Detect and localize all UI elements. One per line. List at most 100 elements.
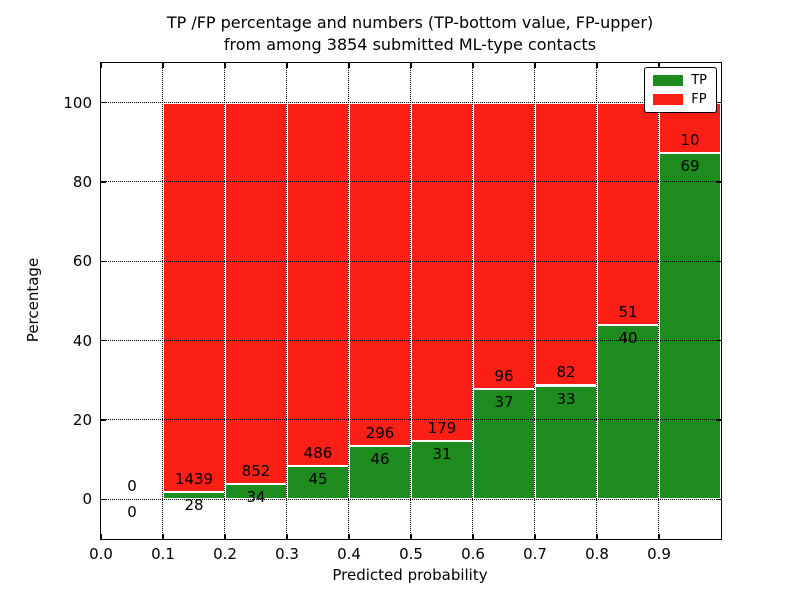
x-tick-mark	[410, 534, 412, 539]
x-tick-mark	[100, 63, 102, 68]
bar-segment-fp	[473, 102, 535, 389]
y-tick-mark	[101, 260, 106, 263]
bar-segment-fp	[411, 102, 473, 441]
x-tick-mark	[658, 63, 660, 68]
gridline-vertical	[410, 63, 412, 539]
x-tick-label: 0.7	[523, 545, 547, 563]
x-tick-mark	[348, 63, 350, 68]
gridline-vertical	[658, 63, 660, 539]
x-tick-mark	[534, 63, 536, 68]
bar-segment-fp	[163, 102, 225, 492]
bar-segment-fp	[349, 102, 411, 446]
bar-value-label-tp: 37	[494, 393, 514, 412]
x-tick-mark	[658, 534, 660, 539]
x-tick-label: 0.8	[585, 545, 609, 563]
legend-item-tp: TP	[653, 74, 707, 87]
y-tick-mark	[716, 181, 721, 183]
x-tick-mark	[596, 63, 598, 68]
bar-value-label-tp: 45	[308, 469, 328, 488]
bar-value-label-fp: 0	[127, 477, 137, 496]
y-tick-mark	[101, 340, 106, 342]
y-tick-mark	[716, 340, 721, 342]
bar-value-label-fp: 51	[618, 302, 638, 321]
y-tick-mark	[716, 102, 721, 104]
x-tick-mark	[162, 63, 164, 68]
x-tick-label: 0.2	[213, 545, 237, 563]
y-tick-label: 100	[63, 93, 92, 112]
legend-swatch-fp-icon	[653, 94, 684, 105]
x-tick-label: 0.1	[151, 545, 175, 563]
y-tick-label: 60	[72, 252, 92, 271]
y-tick-mark	[101, 102, 106, 104]
x-tick-label: 0.3	[275, 545, 299, 563]
x-tick-mark	[596, 534, 598, 539]
gridline-vertical	[596, 63, 598, 539]
bar-value-label-fp: 10	[680, 130, 700, 149]
gridline-vertical	[286, 63, 288, 539]
bar-segment-fp	[597, 102, 659, 325]
bar-value-label-tp: 0	[127, 503, 137, 522]
bar-value-label-tp: 28	[184, 495, 204, 514]
x-tick-label: 0.0	[89, 545, 113, 563]
bar-segment-fp	[535, 102, 597, 386]
gridline-horizontal	[101, 260, 721, 262]
gridline-vertical	[224, 63, 226, 539]
gridline-vertical	[534, 63, 536, 539]
gridline-horizontal	[101, 419, 721, 421]
y-tick-mark	[101, 181, 106, 183]
gridline-horizontal	[101, 101, 721, 103]
y-tick-mark	[101, 419, 106, 421]
bar-value-label-fp: 296	[365, 423, 395, 442]
x-tick-mark	[224, 534, 226, 539]
x-tick-mark	[224, 63, 226, 68]
chart-title-line2: from among 3854 submitted ML-type contac…	[223, 35, 597, 55]
y-tick-label: 20	[72, 411, 92, 429]
bar-value-label-fp: 1439	[174, 469, 214, 488]
x-tick-label: 0.6	[461, 545, 485, 563]
bar-segment-fp	[225, 102, 287, 485]
bar-value-label-tp: 69	[680, 156, 700, 175]
bar-value-label-tp: 34	[246, 488, 266, 507]
x-tick-mark	[472, 534, 474, 539]
bar-value-label-fp: 82	[556, 363, 576, 382]
x-tick-mark	[162, 534, 164, 539]
legend-label-fp: FP	[691, 92, 707, 107]
x-tick-mark	[100, 534, 102, 539]
bar-segment-tp	[659, 152, 721, 500]
bar-value-label-tp: 46	[370, 450, 390, 469]
gridline-vertical	[472, 63, 474, 539]
bar-value-label-fp: 179	[427, 418, 457, 437]
gridline-horizontal	[101, 339, 721, 341]
y-tick-mark	[716, 498, 721, 501]
x-tick-mark	[534, 534, 536, 539]
chart-title-line1: TP /FP percentage and numbers (TP-bottom…	[166, 13, 654, 32]
bar-value-label-tp: 31	[432, 444, 452, 463]
y-tick-mark	[716, 260, 721, 263]
gridline-horizontal	[101, 181, 721, 183]
legend: TP FP	[644, 67, 717, 113]
bar-value-label-tp: 40	[618, 329, 638, 348]
x-axis-label: Predicted probability	[332, 566, 488, 584]
bar-value-label-fp: 486	[303, 443, 333, 462]
y-tick-mark	[716, 419, 721, 421]
gridline-vertical	[348, 63, 350, 539]
y-tick-mark	[101, 498, 106, 501]
bar-value-label-fp: 852	[241, 462, 271, 481]
y-tick-label: 80	[72, 173, 92, 191]
bar-value-label-fp: 96	[494, 366, 514, 385]
x-tick-label: 0.4	[337, 545, 361, 563]
chart-title: TP /FP percentage and numbers (TP-bottom…	[100, 12, 720, 56]
legend-label-tp: TP	[691, 73, 707, 88]
gridline-vertical	[162, 63, 164, 539]
gridline-horizontal	[101, 498, 721, 500]
plot-area: TP FP 0.0 0.1 0.2 0.3 0.4 0.5 0.6 0.7 0.8 0.9 0 20 4…	[63, 62, 722, 563]
bar-segment-fp	[287, 102, 349, 466]
y-tick-label: 0	[82, 490, 92, 509]
bar-segment-tp	[535, 385, 597, 500]
bar-value-label-tp: 33	[556, 389, 576, 408]
x-tick-mark	[472, 63, 474, 68]
legend-swatch-tp-icon	[653, 75, 684, 86]
x-tick-mark	[286, 63, 288, 68]
y-tick-label: 40	[72, 331, 92, 350]
